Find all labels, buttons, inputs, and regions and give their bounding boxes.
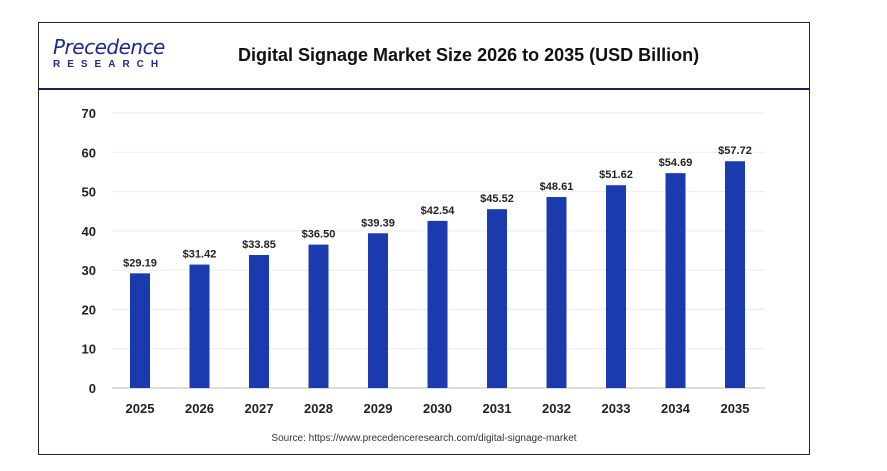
logo-line2: RESEARCH xyxy=(53,59,166,70)
bar xyxy=(368,233,388,388)
bar xyxy=(130,273,150,388)
x-tick-label: 2035 xyxy=(721,401,750,416)
y-tick-label: 40 xyxy=(82,224,96,239)
logo-line1: Precedence xyxy=(53,35,165,59)
data-label: $42.54 xyxy=(421,205,456,217)
y-tick-label: 20 xyxy=(82,302,96,317)
data-label: $39.39 xyxy=(361,217,395,229)
bar xyxy=(606,185,626,388)
data-label: $31.42 xyxy=(183,249,217,261)
bar xyxy=(189,264,210,388)
y-tick-label: 30 xyxy=(82,263,96,278)
data-label: $57.72 xyxy=(718,145,752,157)
chart-title: Digital Signage Market Size 2026 to 2035… xyxy=(238,45,700,65)
x-tick-label: 2025 xyxy=(126,401,155,416)
y-tick-label: 50 xyxy=(82,185,96,200)
header-divider xyxy=(39,88,809,90)
bar xyxy=(427,220,448,388)
x-tick-label: 2032 xyxy=(542,401,571,416)
data-label: $29.19 xyxy=(123,257,157,269)
y-tick-label: 10 xyxy=(82,342,96,357)
bar xyxy=(487,209,507,388)
y-tick-label: 70 xyxy=(82,106,96,121)
x-tick-label: 2029 xyxy=(364,401,393,416)
bar xyxy=(665,173,686,388)
data-label: $51.62 xyxy=(599,169,633,181)
x-tick-label: 2027 xyxy=(245,401,274,416)
data-label: $48.61 xyxy=(540,181,574,193)
x-tick-label: 2034 xyxy=(661,401,691,416)
data-label: $54.69 xyxy=(659,157,693,169)
x-tick-label: 2026 xyxy=(185,401,214,416)
data-label: $36.50 xyxy=(302,229,336,241)
bar xyxy=(546,197,567,388)
x-tick-label: 2030 xyxy=(423,401,452,416)
x-tick-label: 2031 xyxy=(483,401,512,416)
bar xyxy=(249,255,269,388)
x-tick-label: 2033 xyxy=(602,401,631,416)
precedence-research-logo: Precedence RESEARCH xyxy=(53,35,165,71)
data-label: $45.52 xyxy=(480,193,514,205)
x-tick-label: 2028 xyxy=(304,401,333,416)
y-tick-label: 0 xyxy=(89,381,96,396)
data-label: $33.85 xyxy=(242,239,276,251)
bar xyxy=(725,161,745,388)
bar xyxy=(308,244,329,388)
y-tick-label: 60 xyxy=(82,145,96,160)
chart-frame: Precedence RESEARCH Digital Signage Mark… xyxy=(38,22,810,455)
source-note: Source: https://www.precedenceresearch.c… xyxy=(271,433,577,444)
